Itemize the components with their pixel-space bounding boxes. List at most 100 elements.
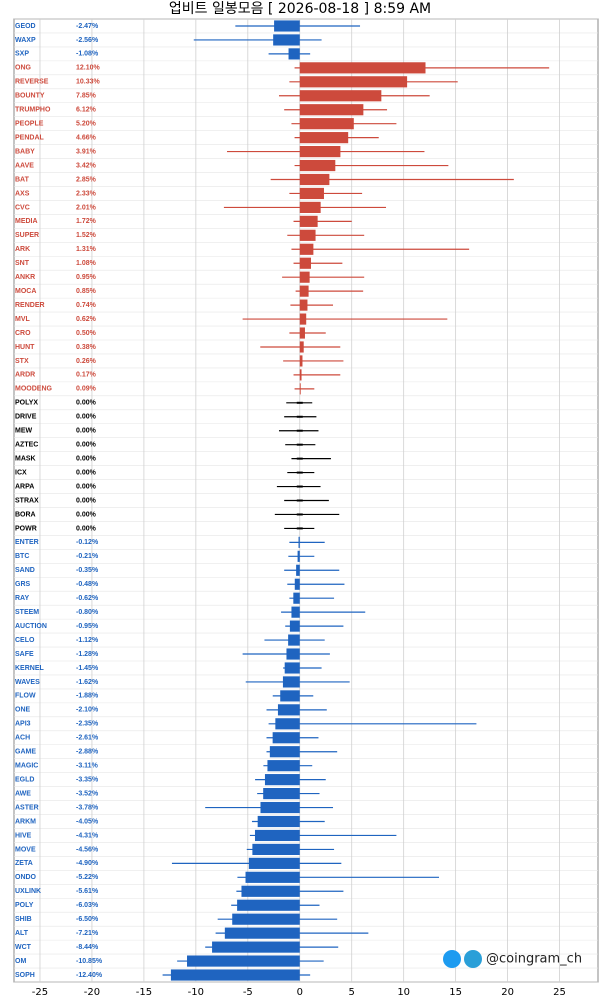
change-label: 0.00% xyxy=(76,469,97,476)
change-label: 0.74% xyxy=(76,302,97,309)
change-label: -5.22% xyxy=(76,874,99,881)
change-label: -2.10% xyxy=(76,707,99,714)
twitter-icon xyxy=(443,950,461,968)
coin-label: ENTER xyxy=(15,539,39,546)
change-label: 7.85% xyxy=(76,93,97,100)
change-label: 0.26% xyxy=(76,358,97,365)
change-label: 3.42% xyxy=(76,162,97,169)
change-label: -2.56% xyxy=(76,37,99,44)
bar xyxy=(264,774,300,786)
bar xyxy=(187,955,300,967)
watermark-text: @coingram_ch xyxy=(486,952,582,967)
coin-label: CVC xyxy=(15,204,30,211)
x-tick-label: 15 xyxy=(449,987,462,998)
coin-label: WAXP xyxy=(15,37,36,44)
watermark: @coingram_ch xyxy=(443,950,582,968)
bar xyxy=(212,941,300,953)
change-label: -1.62% xyxy=(76,679,99,686)
change-label: 0.00% xyxy=(76,483,97,490)
change-label: -2.47% xyxy=(76,23,99,30)
bar xyxy=(298,536,300,548)
change-label: -5.61% xyxy=(76,888,99,895)
x-tick-label: 0 xyxy=(297,987,303,998)
change-label: -0.12% xyxy=(76,539,99,546)
coin-label: PENDAL xyxy=(15,134,45,141)
change-label: 0.00% xyxy=(76,428,97,435)
bar xyxy=(299,187,324,200)
change-label: 6.12% xyxy=(76,107,97,114)
bar xyxy=(299,201,321,213)
coin-label: AAVE xyxy=(15,162,34,169)
change-label: -1.12% xyxy=(76,637,99,644)
coin-label: MEDIA xyxy=(15,218,38,225)
coin-label: HUNT xyxy=(15,344,35,351)
coin-label: BTC xyxy=(15,553,29,560)
change-label: -8.44% xyxy=(76,944,99,951)
bar xyxy=(267,760,300,772)
coin-label: AUCTION xyxy=(15,623,47,630)
coin-label: SXP xyxy=(15,51,29,58)
bar xyxy=(273,34,300,46)
change-label: 1.52% xyxy=(76,232,97,239)
change-label: -1.28% xyxy=(76,651,99,658)
change-label: 0.38% xyxy=(76,344,97,351)
bar xyxy=(299,76,408,88)
bar xyxy=(299,215,318,227)
coin-label: DRIVE xyxy=(15,414,37,421)
bar xyxy=(299,285,309,297)
coin-label: CELO xyxy=(15,637,35,644)
coin-label: MOODENG xyxy=(15,386,53,393)
coin-label: ALT xyxy=(15,930,29,937)
coin-label: ICX xyxy=(15,469,27,476)
change-label: -1.08% xyxy=(76,51,99,58)
change-label: 0.00% xyxy=(76,511,97,518)
bar xyxy=(299,62,426,74)
bar xyxy=(297,550,300,562)
bar xyxy=(299,383,301,395)
coin-label: ONG xyxy=(15,65,32,72)
change-label: -2.35% xyxy=(76,721,99,728)
bar xyxy=(299,104,364,116)
coin-label: STEEM xyxy=(15,609,39,616)
change-label: -3.11% xyxy=(76,763,99,770)
change-label: -2.88% xyxy=(76,749,99,756)
bar xyxy=(296,564,300,576)
x-tick-label: 10 xyxy=(397,987,410,998)
change-label: -4.90% xyxy=(76,860,99,867)
change-label: -4.56% xyxy=(76,846,99,853)
change-label: 0.09% xyxy=(76,386,97,393)
coin-label: CRO xyxy=(15,330,31,337)
coin-label: ACH xyxy=(15,735,30,742)
bar xyxy=(299,299,308,311)
bar xyxy=(299,341,304,353)
change-label: 0.17% xyxy=(76,372,97,379)
coin-label: ONE xyxy=(15,707,31,714)
bar xyxy=(272,732,300,744)
coin-label: ASTER xyxy=(15,804,39,811)
coin-label: BOUNTY xyxy=(15,93,45,100)
bar xyxy=(232,913,300,925)
bar xyxy=(269,746,300,758)
change-label: -0.95% xyxy=(76,623,99,630)
change-label: 2.01% xyxy=(76,204,97,211)
change-label: 1.08% xyxy=(76,260,97,267)
coin-label: GAME xyxy=(15,749,36,756)
bar xyxy=(277,704,300,716)
bar xyxy=(224,927,300,939)
telegram-icon xyxy=(464,950,482,968)
coin-label: RAY xyxy=(15,595,29,602)
change-label: -3.78% xyxy=(76,804,99,811)
chart-title: 업비트 일봉모음 [ 2026-08-18 ] 8:59 AM xyxy=(169,1,431,17)
coin-label: UXLINK xyxy=(15,888,41,895)
coin-label: API3 xyxy=(15,721,31,728)
change-label: -4.05% xyxy=(76,818,99,825)
bar xyxy=(280,690,300,702)
coin-label: ARK xyxy=(15,246,30,253)
coin-label: RENDER xyxy=(15,302,45,309)
change-label: 0.00% xyxy=(76,414,97,421)
bar xyxy=(299,327,305,339)
bar xyxy=(284,662,300,674)
coin-label: SHIB xyxy=(15,916,32,923)
bar xyxy=(170,969,300,981)
change-label: -7.21% xyxy=(76,930,99,937)
